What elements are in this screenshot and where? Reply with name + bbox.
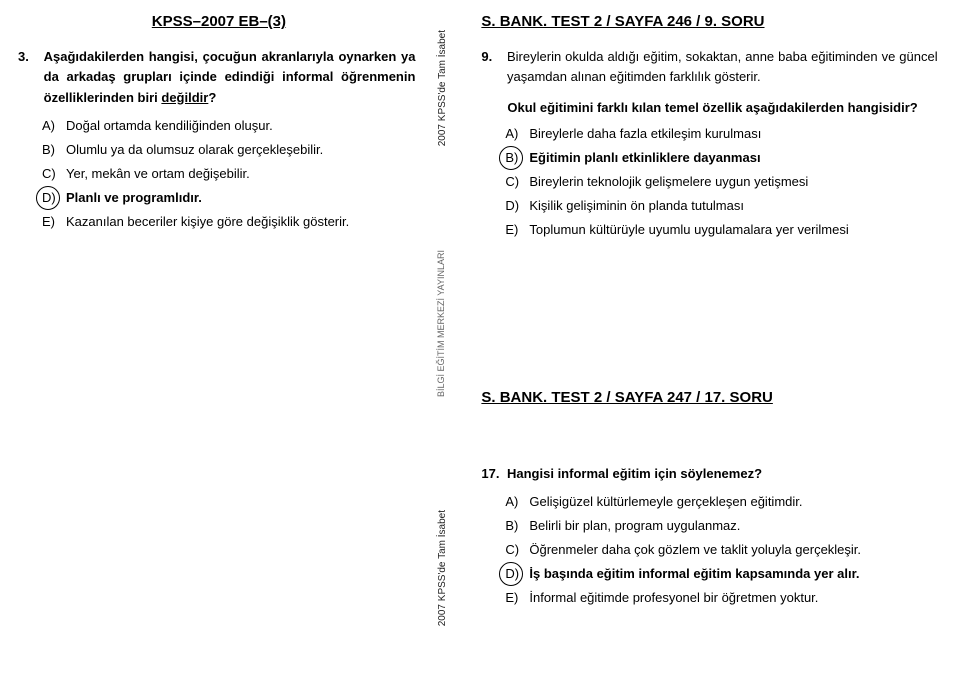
q3-number: 3. (18, 47, 40, 67)
option-letter: A) (505, 124, 529, 144)
q9-option-e: E) Toplumun kültürüyle uyumlu uygulamala… (505, 220, 942, 240)
option-text: Planlı ve programlıdır. (66, 188, 420, 208)
spacer (481, 276, 942, 386)
q9-option-b: B) Eğitimin planlı etkinliklere dayanmas… (505, 148, 942, 168)
question-17: 17. Hangisi informal eğitim için söylene… (481, 464, 942, 484)
option-letter: A) (505, 492, 529, 512)
option-text: Bireylerin teknolojik gelişmelere uygun … (529, 172, 942, 192)
q9-intro: Bireylerin okulda aldığı eğitim, sokakta… (507, 47, 938, 87)
option-letter: B) (505, 148, 529, 168)
option-letter: E) (42, 212, 66, 232)
q9-number: 9. (481, 47, 503, 67)
option-text: Kişilik gelişiminin ön planda tutulması (529, 196, 942, 216)
option-letter: E) (505, 588, 529, 608)
q3-text-part3: ? (208, 90, 216, 105)
right-header-2: S. BANK. TEST 2 / SAYFA 247 / 17. SORU (481, 386, 942, 409)
q17-option-a: A) Gelişigüzel kültürlemeyle gerçekleşen… (505, 492, 942, 512)
option-letter: C) (42, 164, 66, 184)
spine-text-mid: BİLGİ EĞİTİM MERKEZİ YAYINLARI (435, 250, 449, 397)
q3-text-underlined: değildir (161, 90, 208, 105)
option-text: Eğitimin planlı etkinliklere dayanması (529, 148, 942, 168)
q9-options: A) Bireylerle daha fazla etkileşim kurul… (481, 124, 942, 241)
option-text: Olumlu ya da olumsuz olarak gerçekleşebi… (66, 140, 420, 160)
q17-ask: Hangisi informal eğitim için söylenemez? (507, 464, 938, 484)
q3-option-b: B) Olumlu ya da olumsuz olarak gerçekleş… (42, 140, 420, 160)
option-text: Belirli bir plan, program uygulanmaz. (529, 516, 942, 536)
right-column: S. BANK. TEST 2 / SAYFA 246 / 9. SORU 9.… (461, 10, 942, 644)
spine-text-top: 2007 KPSS'de Tam İsabet (435, 30, 451, 146)
section-test2-p247-q17: S. BANK. TEST 2 / SAYFA 247 / 17. SORU 1… (481, 386, 942, 608)
q17-option-b: B) Belirli bir plan, program uygulanmaz. (505, 516, 942, 536)
option-text: Kazanılan beceriler kişiye göre değişikl… (66, 212, 420, 232)
q3-option-a: A) Doğal ortamda kendiliğinden oluşur. (42, 116, 420, 136)
q17-options: A) Gelişigüzel kültürlemeyle gerçekleşen… (481, 492, 942, 609)
option-letter: E) (505, 220, 529, 240)
q17-option-c: C) Öğrenmeler daha çok gözlem ve taklit … (505, 540, 942, 560)
right-header-1: S. BANK. TEST 2 / SAYFA 246 / 9. SORU (481, 10, 942, 33)
q3-text: Aşağıdakilerden hangisi, çocuğun akranla… (44, 47, 416, 107)
q17-option-e: E) İnformal eğitimde profesyonel bir öğr… (505, 588, 942, 608)
q3-options: A) Doğal ortamda kendiliğinden oluşur. B… (18, 116, 420, 233)
option-text: Gelişigüzel kültürlemeyle gerçekleşen eğ… (529, 492, 942, 512)
option-text: Öğrenmeler daha çok gözlem ve taklit yol… (529, 540, 942, 560)
option-letter: B) (42, 140, 66, 160)
q9-option-d: D) Kişilik gelişiminin ön planda tutulma… (505, 196, 942, 216)
q3-option-d: D) Planlı ve programlıdır. (42, 188, 420, 208)
question-3: 3. Aşağıdakilerden hangisi, çocuğun akra… (18, 47, 420, 232)
q3-stem: 3. Aşağıdakilerden hangisi, çocuğun akra… (18, 47, 420, 107)
option-letter: D) (505, 564, 529, 584)
q9-option-c: C) Bireylerin teknolojik gelişmelere uyg… (505, 172, 942, 192)
section-test2-p246-q9: S. BANK. TEST 2 / SAYFA 246 / 9. SORU 9.… (481, 10, 942, 240)
left-column: KPSS–2007 EB–(3) 3. Aşağıdakilerden hang… (18, 10, 440, 644)
option-text: İnformal eğitimde profesyonel bir öğretm… (529, 588, 942, 608)
q3-option-c: C) Yer, mekân ve ortam değişebilir. (42, 164, 420, 184)
option-letter: C) (505, 172, 529, 192)
q3-option-e: E) Kazanılan beceriler kişiye göre değiş… (42, 212, 420, 232)
option-text: Yer, mekân ve ortam değişebilir. (66, 164, 420, 184)
option-text: İş başında eğitim informal eğitim kapsam… (529, 564, 942, 584)
page: KPSS–2007 EB–(3) 3. Aşağıdakilerden hang… (0, 0, 960, 654)
option-letter: D) (505, 196, 529, 216)
center-spine: 2007 KPSS'de Tam İsabet BİLGİ EĞİTİM MER… (440, 10, 462, 644)
q9-option-a: A) Bireylerle daha fazla etkileşim kurul… (505, 124, 942, 144)
spine-text-bottom: 2007 KPSS'de Tam İsabet (435, 510, 451, 626)
q17-number: 17. (481, 464, 503, 484)
option-text: Bireylerle daha fazla etkileşim kurulmas… (529, 124, 942, 144)
q9-ask: Okul eğitimini farklı kılan temel özelli… (507, 98, 942, 118)
option-text: Toplumun kültürüyle uyumlu uygulamalara … (529, 220, 942, 240)
option-text: Doğal ortamda kendiliğinden oluşur. (66, 116, 420, 136)
option-letter: C) (505, 540, 529, 560)
q3-text-part1: Aşağıdakilerden hangisi, çocuğun akranla… (44, 49, 416, 104)
option-letter: A) (42, 116, 66, 136)
left-header: KPSS–2007 EB–(3) (18, 10, 420, 33)
question-9: 9. Bireylerin okulda aldığı eğitim, soka… (481, 47, 942, 87)
spacer (481, 424, 942, 464)
q17-option-d: D) İş başında eğitim informal eğitim kap… (505, 564, 942, 584)
option-letter: B) (505, 516, 529, 536)
option-letter: D) (42, 188, 66, 208)
